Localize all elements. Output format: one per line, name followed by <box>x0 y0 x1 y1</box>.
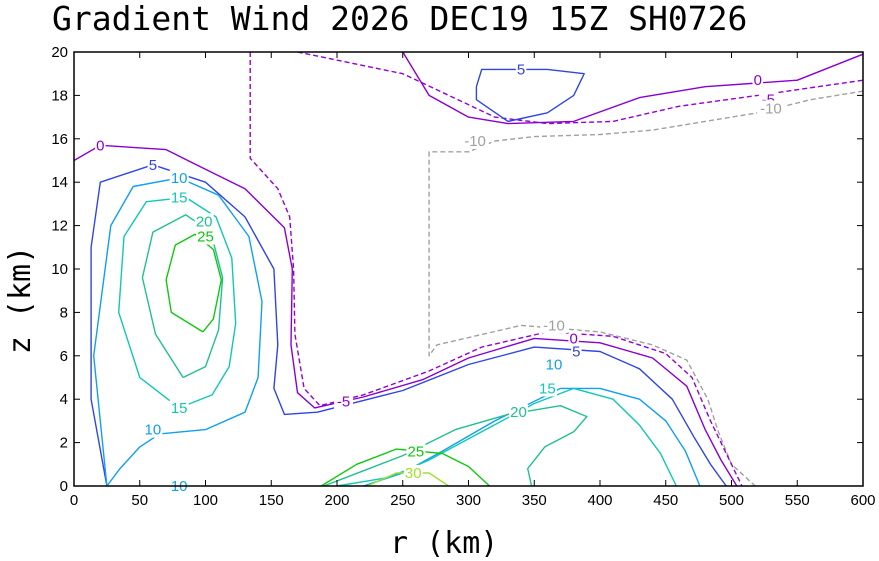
contour-label-bg <box>537 380 557 397</box>
contour-label-11: 30 <box>405 465 422 482</box>
contour-line-15-1 <box>336 387 677 487</box>
contour-label-bg <box>196 228 215 245</box>
contour-label-bg <box>334 393 354 410</box>
contour-label-bg <box>403 464 423 481</box>
contour-label-13: 15 <box>539 380 556 397</box>
contour-line-25-0 <box>165 233 222 333</box>
contour-label-bg <box>544 356 564 373</box>
x-tick-label: 500 <box>719 492 744 509</box>
contour-line-neg5-0 <box>249 52 743 487</box>
x-tick-label: 350 <box>522 492 547 509</box>
contour-label-bg <box>571 343 582 360</box>
contour-label-1: 5 <box>149 157 157 174</box>
contour-label-17: -10 <box>543 317 565 334</box>
contour-label-bg <box>95 137 106 154</box>
contour-label-bg <box>169 399 189 416</box>
x-tick-label: 450 <box>653 492 678 509</box>
contour-line-20-1 <box>323 405 588 487</box>
contour-label-9: -5 <box>337 393 350 410</box>
y-tick-label: 2 <box>60 435 68 452</box>
x-tick-label: 600 <box>850 492 875 509</box>
contour-label-14: 10 <box>546 356 563 373</box>
y-tick-label: 12 <box>51 218 68 235</box>
contour-label-7: 10 <box>145 422 162 439</box>
chart-title: Gradient Wind 2026 DEC19 15Z SH0726 <box>52 0 747 38</box>
x-tick-label: 400 <box>587 492 612 509</box>
x-tick-label: 150 <box>259 492 284 509</box>
contour-label-bg <box>147 156 159 173</box>
y-axis-label: z (km) <box>3 246 38 354</box>
contour-label-bg <box>515 61 527 78</box>
contour-label-5: 25 <box>197 228 214 245</box>
contour-line-0-1 <box>402 51 864 125</box>
contour-label-bg <box>169 169 189 186</box>
y-tick-label: 4 <box>60 391 68 408</box>
x-tick-label: 250 <box>390 492 415 509</box>
contour-label-bg <box>508 404 528 421</box>
contour-label-20: 0 <box>754 72 762 89</box>
contour-label-12: 20 <box>510 404 527 421</box>
contour-label-2: 10 <box>171 170 188 187</box>
x-tick-label: 100 <box>193 492 218 509</box>
contour-label-bg <box>194 213 214 230</box>
contour-label-bg <box>406 443 426 460</box>
contour-line-5-1 <box>475 68 585 123</box>
contour-line-5-0 <box>90 164 727 487</box>
contour-label-10: 25 <box>408 443 425 460</box>
x-tick-label: 200 <box>324 492 349 509</box>
y-tick-label: 16 <box>51 131 68 148</box>
contour-label-bg <box>752 72 764 89</box>
contour-label-layer: 0510152025151010-5253020151050-10-1050-5… <box>95 61 785 495</box>
contour-label-bg <box>461 132 489 149</box>
contour-label-22: -10 <box>760 100 782 117</box>
contour-line-10-0 <box>93 177 263 487</box>
contour-label-0: 0 <box>96 137 104 154</box>
y-tick-label: 14 <box>51 174 68 191</box>
x-tick-label: 0 <box>70 492 78 509</box>
x-axis: 0 50 100 150 200 250 300 350 400 450 500 550 600 <box>70 52 876 509</box>
contour-line-15-0 <box>118 196 237 409</box>
contour-label-16: 0 <box>570 330 578 347</box>
contour-label-19: 5 <box>517 61 525 78</box>
contour-line-neg10-0 <box>428 90 864 487</box>
contour-layer <box>73 51 864 487</box>
y-tick-label: 10 <box>51 261 68 278</box>
contour-label-4: 20 <box>196 213 213 230</box>
y-tick-label: 18 <box>51 87 68 104</box>
x-tick-label: 50 <box>131 492 148 509</box>
y-tick-label: 8 <box>60 304 68 321</box>
y-tick-label: 6 <box>60 348 68 365</box>
contour-label-15: 5 <box>572 343 580 360</box>
contour-label-3: 15 <box>171 189 188 206</box>
x-tick-label: 550 <box>785 492 810 509</box>
contour-label-6: 15 <box>171 400 188 417</box>
y-tick-label: 20 <box>51 44 68 61</box>
contour-label-bg <box>169 189 189 206</box>
x-tick-label: 300 <box>456 492 481 509</box>
contour-line-neg5-1 <box>297 51 864 125</box>
contour-label-18: -10 <box>464 133 486 150</box>
y-axis: 0 2 4 6 8 10 12 14 16 18 20 <box>51 44 863 495</box>
contour-label-bg <box>757 100 785 117</box>
contour-label-bg <box>143 421 163 438</box>
contour-label-bg <box>540 317 568 334</box>
y-tick-label: 0 <box>60 478 68 495</box>
contour-label-bg <box>568 330 579 347</box>
x-axis-label: r (km) <box>390 526 498 561</box>
